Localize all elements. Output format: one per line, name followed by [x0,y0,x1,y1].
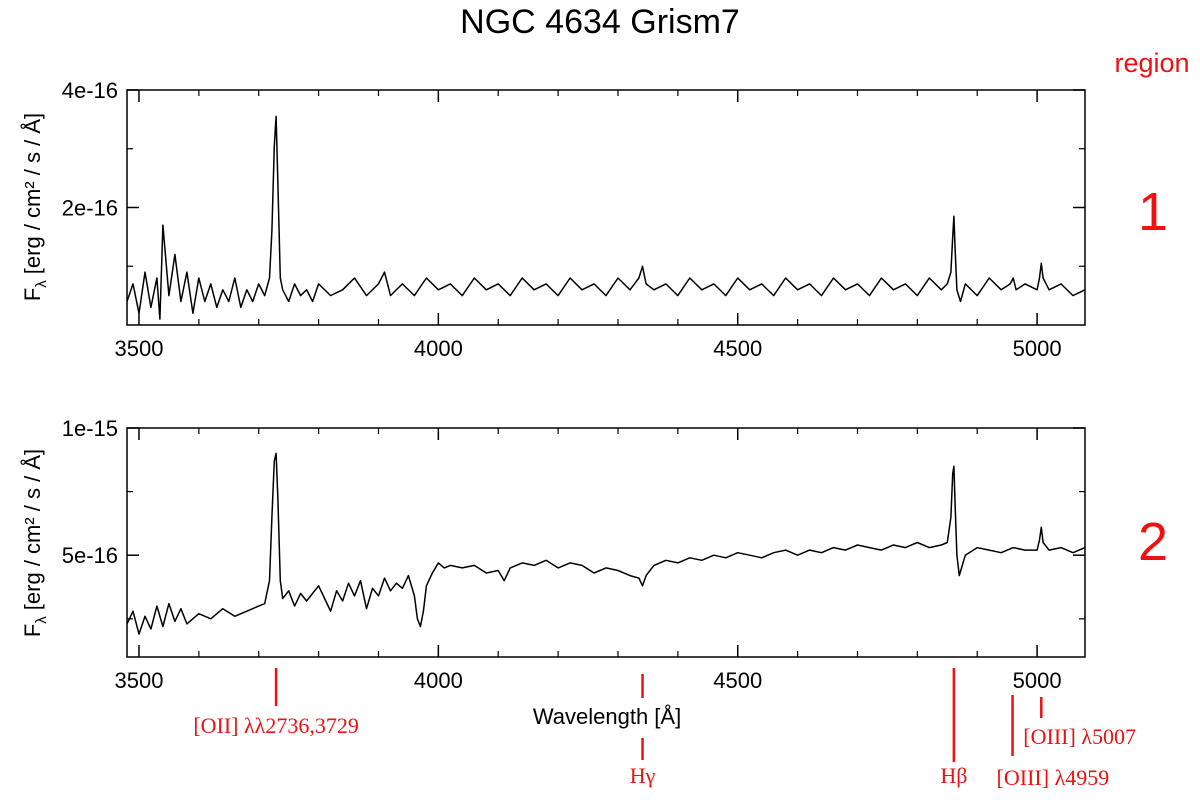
region-header: region [1114,48,1189,78]
line-markers: [OII] λλ2736,3729 Hγ Hβ [OIII] λ4959 [OIII] … [193,668,1136,790]
line-marker-label: [OIII] λ4959 [997,765,1110,790]
plot-frame-2 [126,427,1086,658]
panel-region-2: 2 Fλ [erg / cm² / s / Å] 3500 4000 4500 5000… [20,416,1168,693]
chart-title: NGC 4634 Grism7 [460,3,740,41]
line-marker-label: Hβ [940,763,967,788]
y-axis-label-sub-2: λ [33,616,50,624]
line-marker-label: [OII] λλ2736,3729 [193,713,359,738]
y-axis-label-units-2: [erg / cm² / s / Å] [20,449,45,610]
y-axis-label-1: Fλ [erg / cm² / s / Å] [20,113,50,301]
y-axis-label-sub-1: λ [33,280,50,288]
tick-labels-layer-1: 3500 4000 4500 5000 2e-16 4e-16 [62,78,1062,361]
spectrum-line-region-2 [126,452,1086,635]
y-tick-label: 1e-15 [62,416,118,441]
x-tick-label: 4000 [414,336,463,361]
spectrum-line-region-1 [126,115,1086,320]
y-tick-label: 4e-16 [62,78,118,103]
panel-region-1: 1 Fλ [erg / cm² / s / Å] 3500 4000 4500 5000… [20,78,1168,361]
spectrum-layer-1 [126,115,1086,320]
line-marker-label: Hγ [630,763,656,788]
x-tick-label: 5000 [1013,336,1062,361]
region-label-2: 2 [1138,512,1168,572]
x-tick-label: 3500 [114,336,163,361]
y-axis-label-2: Fλ [erg / cm² / s / Å] [20,449,50,637]
region-label-1: 1 [1138,182,1168,242]
line-marker-label: [OIII] λ5007 [1023,724,1136,749]
y-axis-label-units-1: [erg / cm² / s / Å] [20,113,45,274]
x-axis-label: Wavelength [Å] [533,704,681,729]
x-tick-label: 4500 [713,336,762,361]
y-axis-label-main-2: F [20,624,45,637]
y-axis-label-main-1: F [20,288,45,301]
y-tick-label: 2e-16 [62,196,118,221]
tick-labels-layer-2: 3500 4000 4500 5000 5e-16 1e-15 [62,416,1062,693]
x-tick-label: 4000 [414,668,463,693]
y-tick-label: 5e-16 [62,543,118,568]
plot-frame-1 [126,89,1086,326]
x-tick-label: 5000 [1013,668,1062,693]
x-tick-label: 3500 [114,668,163,693]
x-tick-label: 4500 [713,668,762,693]
ticks-layer-1 [127,89,1085,325]
spectrum-layer-2 [126,452,1086,635]
